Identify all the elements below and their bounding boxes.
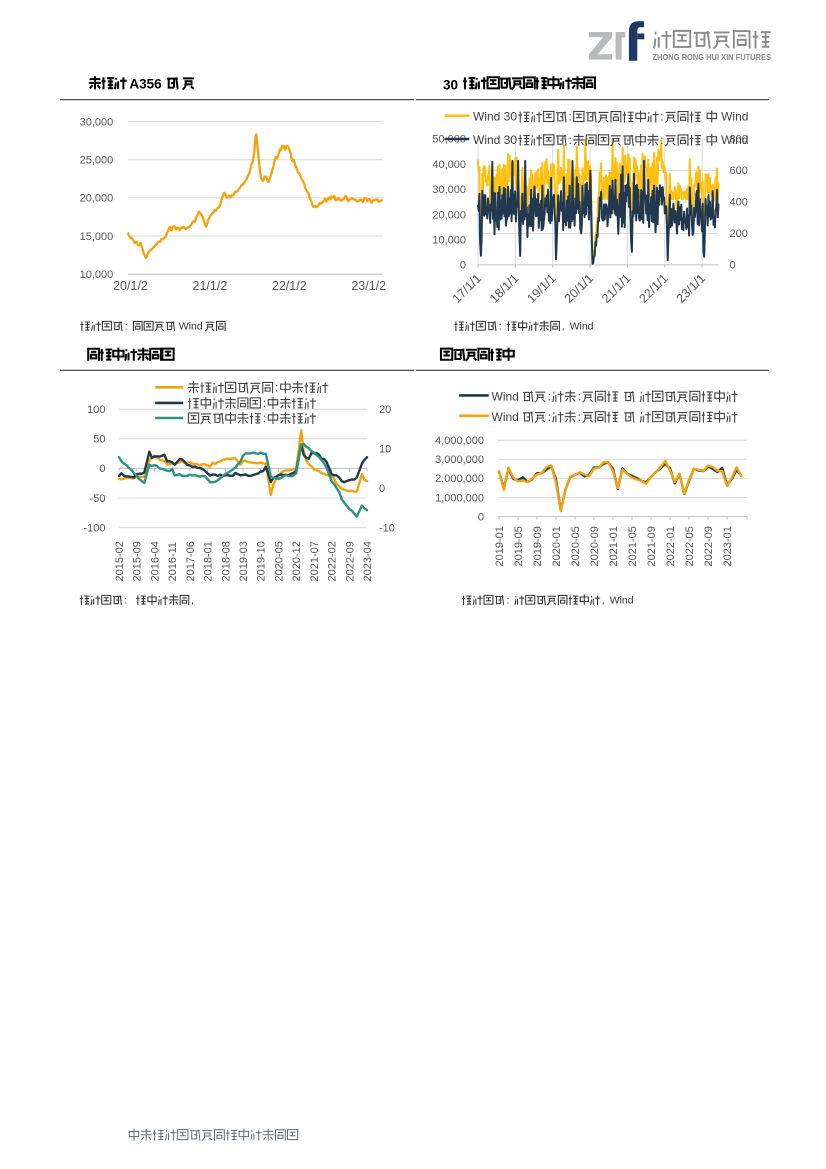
svg-text:Wind: Wind xyxy=(721,133,748,147)
svg-text:30,000: 30,000 xyxy=(80,116,114,128)
svg-text:Wind: Wind xyxy=(492,410,519,424)
svg-text:20: 20 xyxy=(379,404,391,416)
svg-text:2019-10: 2019-10 xyxy=(256,541,268,581)
svg-text:0: 0 xyxy=(730,260,736,272)
svg-text:2021-01: 2021-01 xyxy=(608,526,620,566)
svg-text:40,000: 40,000 xyxy=(432,159,466,171)
svg-text::: : xyxy=(578,389,581,403)
svg-text:2021-05: 2021-05 xyxy=(627,526,639,566)
svg-text:200: 200 xyxy=(730,228,748,240)
svg-text:2021-07: 2021-07 xyxy=(309,541,321,581)
svg-text:ZHONG RONG HUI XIN FUTURES: ZHONG RONG HUI XIN FUTURES xyxy=(653,52,772,62)
svg-text:4,000,000: 4,000,000 xyxy=(435,435,484,447)
svg-text::: : xyxy=(660,110,663,124)
svg-text:23/1/2: 23/1/2 xyxy=(351,279,386,293)
svg-text:Wind: Wind xyxy=(610,594,634,606)
svg-text:800: 800 xyxy=(730,134,748,146)
svg-text:0: 0 xyxy=(379,483,385,495)
svg-text:2022-09: 2022-09 xyxy=(344,541,356,581)
svg-text:2023-01: 2023-01 xyxy=(722,526,734,566)
svg-text:0: 0 xyxy=(460,260,466,272)
svg-text:Wind 30: Wind 30 xyxy=(473,110,517,124)
svg-text:2019-03: 2019-03 xyxy=(238,541,250,581)
svg-text:2022-05: 2022-05 xyxy=(684,526,696,566)
svg-text:-100: -100 xyxy=(83,522,105,534)
svg-text:A356: A356 xyxy=(129,77,162,92)
svg-text:,: , xyxy=(562,320,565,332)
svg-text:Wind: Wind xyxy=(179,320,203,332)
svg-text:2015-09: 2015-09 xyxy=(132,541,144,581)
svg-text:2023-04: 2023-04 xyxy=(362,541,374,581)
svg-text:21/1/2: 21/1/2 xyxy=(193,279,228,293)
svg-text:2019-01: 2019-01 xyxy=(494,526,506,566)
svg-text::: : xyxy=(548,389,551,403)
svg-text:2019-09: 2019-09 xyxy=(532,526,544,566)
svg-text:10,000: 10,000 xyxy=(432,235,466,247)
svg-text:2018-08: 2018-08 xyxy=(220,541,232,581)
svg-text:2016-11: 2016-11 xyxy=(167,542,179,582)
svg-text:2020-12: 2020-12 xyxy=(291,541,303,581)
svg-text:-10: -10 xyxy=(379,522,395,534)
svg-text::: : xyxy=(506,594,509,606)
svg-text::: : xyxy=(569,133,572,147)
svg-text::: : xyxy=(263,396,266,410)
svg-text:Wind: Wind xyxy=(492,389,519,403)
svg-text:20,000: 20,000 xyxy=(432,209,466,221)
svg-text:Wind 30: Wind 30 xyxy=(473,133,517,147)
svg-text::: : xyxy=(263,411,266,425)
svg-text:Wind: Wind xyxy=(570,320,594,332)
svg-text::: : xyxy=(499,320,502,332)
svg-text:600: 600 xyxy=(730,165,748,177)
svg-text:2018-01: 2018-01 xyxy=(203,541,215,581)
svg-text:2020-09: 2020-09 xyxy=(589,526,601,566)
svg-text:15,000: 15,000 xyxy=(80,231,114,243)
svg-text:25,000: 25,000 xyxy=(80,155,114,167)
svg-text:20/1/2: 20/1/2 xyxy=(113,279,148,293)
svg-text:22/1/2: 22/1/2 xyxy=(272,279,307,293)
svg-text:2020-01: 2020-01 xyxy=(551,526,563,566)
svg-text::: : xyxy=(569,110,572,124)
svg-text:,: , xyxy=(191,594,194,606)
svg-text:2022-09: 2022-09 xyxy=(703,526,715,566)
svg-text:50: 50 xyxy=(93,434,105,446)
svg-text:10: 10 xyxy=(379,443,391,455)
svg-text:30,000: 30,000 xyxy=(432,184,466,196)
svg-text:2016-04: 2016-04 xyxy=(149,541,161,581)
svg-text:2015-02: 2015-02 xyxy=(114,541,126,581)
svg-text::: : xyxy=(660,133,663,147)
svg-text:2020-05: 2020-05 xyxy=(570,526,582,566)
svg-text::: : xyxy=(275,381,278,395)
svg-text:3,000,000: 3,000,000 xyxy=(435,454,484,466)
svg-text::: : xyxy=(548,410,551,424)
svg-text:0: 0 xyxy=(99,463,105,475)
svg-text:1,000,000: 1,000,000 xyxy=(435,492,484,504)
svg-text:,: , xyxy=(602,594,605,606)
svg-text::: : xyxy=(578,410,581,424)
svg-text:2020-05: 2020-05 xyxy=(273,541,285,581)
svg-text:400: 400 xyxy=(730,197,748,209)
svg-text:30: 30 xyxy=(443,78,458,93)
svg-text:2,000,000: 2,000,000 xyxy=(435,473,484,485)
svg-text::: : xyxy=(124,594,127,606)
svg-text:10,000: 10,000 xyxy=(80,269,114,281)
svg-text:0: 0 xyxy=(478,511,484,523)
svg-text:2021-09: 2021-09 xyxy=(646,526,658,566)
svg-text:-50: -50 xyxy=(90,493,106,505)
svg-text:Wind: Wind xyxy=(721,110,748,124)
svg-text::: : xyxy=(125,320,128,332)
svg-text:2017-06: 2017-06 xyxy=(185,541,197,581)
svg-text:20,000: 20,000 xyxy=(80,193,114,205)
svg-text:2022-01: 2022-01 xyxy=(665,526,677,566)
svg-text:2022-02: 2022-02 xyxy=(327,541,339,581)
svg-text:2019-05: 2019-05 xyxy=(513,526,525,566)
svg-text:100: 100 xyxy=(87,404,105,416)
